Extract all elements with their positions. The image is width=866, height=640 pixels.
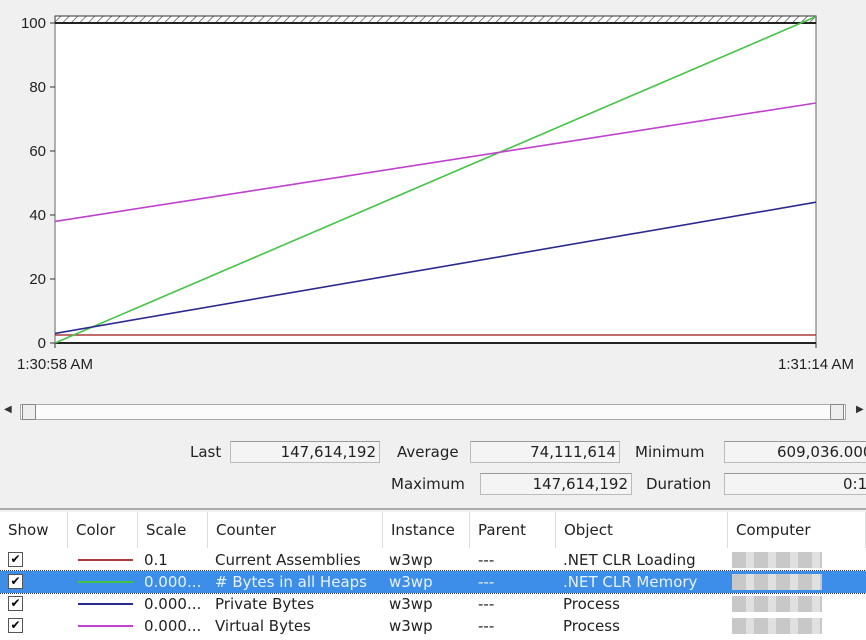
table-row[interactable]: ✔ 0.000... # Bytes in all Heaps w3wp --- .NET…: [0, 570, 866, 594]
counter-cell: Virtual Bytes: [215, 617, 311, 635]
scroll-handle-right[interactable]: [830, 404, 844, 420]
average-label: Average: [397, 443, 459, 461]
counter-table: Show Color Scale Counter Instance Parent…: [0, 512, 866, 640]
scroll-track[interactable]: [20, 404, 846, 420]
instance-cell: w3wp: [389, 595, 433, 613]
scroll-left-icon[interactable]: ◀: [4, 404, 12, 415]
color-swatch: [78, 559, 133, 561]
x-tick-label: 1:30:58 AM: [17, 356, 93, 373]
last-value: 147,614,192: [230, 441, 380, 463]
splitter[interactable]: [0, 508, 866, 510]
color-swatch: [78, 581, 133, 583]
average-value: 74,111,614: [470, 441, 620, 463]
parent-cell: ---: [478, 551, 495, 569]
series-line-bytes-in-all-heaps: [55, 16, 816, 344]
header-counter[interactable]: Counter: [208, 512, 383, 548]
counter-cell: # Bytes in all Heaps: [215, 573, 367, 591]
object-cell: Process: [563, 617, 620, 635]
header-color[interactable]: Color: [68, 512, 138, 548]
table-row[interactable]: ✔ 0.1 Current Assemblies w3wp --- .NET CLR Lo…: [0, 549, 866, 571]
color-swatch: [78, 603, 133, 605]
header-show[interactable]: Show: [0, 512, 68, 548]
maximum-label: Maximum: [391, 475, 465, 493]
show-checkbox[interactable]: ✔: [8, 552, 23, 567]
show-checkbox[interactable]: ✔: [8, 574, 23, 589]
y-tick-label: 40: [29, 207, 46, 224]
table-row[interactable]: ✔ 0.000... Virtual Bytes w3wp --- Process: [0, 615, 866, 637]
minimum-value: 609,036.000: [724, 441, 866, 463]
computer-cell-redacted: [732, 618, 822, 634]
header-computer[interactable]: Computer: [728, 512, 866, 548]
series-line-private-bytes: [55, 201, 816, 335]
y-tick-label: 0: [38, 335, 46, 352]
header-scale[interactable]: Scale: [138, 512, 208, 548]
overflow-band: [54, 15, 817, 24]
computer-cell-redacted: [732, 552, 822, 568]
scale-cell: 0.000...: [144, 573, 202, 591]
header-parent[interactable]: Parent: [470, 512, 556, 548]
x-tick-label: 1:31:14 AM: [778, 356, 854, 373]
computer-cell-redacted: [732, 596, 822, 612]
header-object[interactable]: Object: [556, 512, 728, 548]
y-tick-label: 100: [21, 15, 46, 32]
line-chart: 0 20 40 60 80 100 1:30:58 AM 1:31:14 AM: [17, 15, 854, 373]
object-cell: .NET CLR Memory: [563, 573, 698, 591]
duration-label: Duration: [646, 475, 712, 493]
time-scrollbar[interactable]: ◀ ▶: [0, 402, 866, 422]
y-tick-label: 20: [29, 271, 46, 288]
show-checkbox[interactable]: ✔: [8, 596, 23, 611]
series-line-virtual-bytes: [55, 102, 816, 223]
object-cell: Process: [563, 595, 620, 613]
instance-cell: w3wp: [389, 617, 433, 635]
minimum-label: Minimum: [635, 443, 705, 461]
scale-cell: 0.1: [144, 551, 168, 569]
maximum-value: 147,614,192: [480, 473, 632, 495]
scroll-right-icon[interactable]: ▶: [856, 404, 864, 415]
y-tick-label: 60: [29, 143, 46, 160]
header-instance[interactable]: Instance: [383, 512, 470, 548]
parent-cell: ---: [478, 573, 495, 591]
y-tick-label: 80: [29, 79, 46, 96]
computer-cell-redacted: [732, 574, 822, 590]
instance-cell: w3wp: [389, 573, 433, 591]
color-swatch: [78, 625, 133, 627]
scale-cell: 0.000...: [144, 617, 202, 635]
counter-cell: Private Bytes: [215, 595, 315, 613]
object-cell: .NET CLR Loading: [563, 551, 696, 569]
duration-value: 0:15: [724, 473, 866, 495]
parent-cell: ---: [478, 595, 495, 613]
scale-cell: 0.000...: [144, 595, 202, 613]
last-label: Last: [190, 443, 222, 461]
table-row[interactable]: ✔ 0.000... Private Bytes w3wp --- Process: [0, 593, 866, 615]
show-checkbox[interactable]: ✔: [8, 618, 23, 633]
instance-cell: w3wp: [389, 551, 433, 569]
parent-cell: ---: [478, 617, 495, 635]
counter-cell: Current Assemblies: [215, 551, 361, 569]
scroll-handle-left[interactable]: [22, 404, 36, 420]
